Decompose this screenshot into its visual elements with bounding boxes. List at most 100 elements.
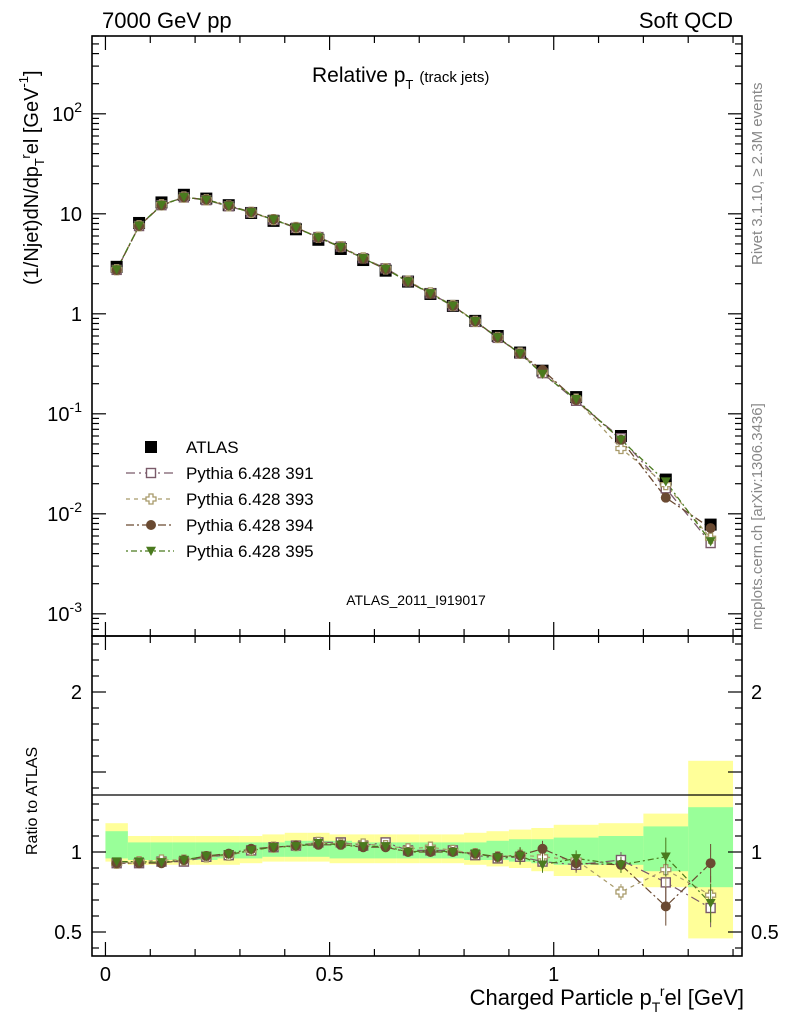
ratio-data-point [134,857,145,867]
ratio-data-point [290,842,301,852]
x-tick-label: 0.5 [316,964,344,986]
ratio-data-point [403,847,414,857]
ratio-series-line [116,842,712,904]
main-data-point [705,537,716,547]
ratio-y-tick-label-right: 1 [751,842,762,864]
main-data-point [111,265,122,275]
ratio-panel: 0.5 0.51 12 2 0 0.5 1 Ratio to ATLAS Charged … [24,635,779,1015]
rivet-version-text: Rivet 3.1.10, ≥ 2.3M events [749,83,766,266]
ratio-data-point [111,857,122,867]
main-data-point [178,192,189,203]
legend-marker [146,520,156,530]
ratio-data-point [537,843,548,854]
ratio-band-green [127,842,151,860]
ratio-data-point [201,851,212,861]
title-main: Relative p [312,64,405,87]
main-data-point [705,523,716,534]
main-data-point [134,221,145,231]
main-data-point [425,289,436,299]
ratio-ticks [92,636,742,956]
ratio-data-point [705,898,716,909]
x-tick-label: 0 [100,964,111,986]
ratio-data-point [447,847,458,857]
x-tick-label: 1 [548,964,559,986]
main-data-point [201,195,212,205]
legend-label: Pythia 6.428 395 [186,542,314,561]
analysis-watermark: ATLAS_2011_I919017 [346,592,486,608]
main-data-point [290,223,301,233]
main-y-tick-label: 10 [60,204,82,226]
header-right: Soft QCD [639,8,733,33]
ratio-data-point [515,851,526,861]
main-data-point [223,201,234,211]
main-data-point [246,208,257,218]
ratio-data-point [615,886,627,898]
ratio-data-point [223,850,234,860]
title-small: (track jets) [419,69,489,86]
ratio-data-point [156,858,167,868]
main-y-tick-labels: 10-3 10-2 10-1 1 10 102 [47,99,82,626]
main-y-tick-label: 1 [71,304,82,326]
ratio-data-point [313,838,324,849]
main-data-point [660,492,671,503]
ratio-y-tick-label: 1 [71,842,82,864]
main-data-point [156,200,167,211]
ratio-data-point [492,853,503,863]
ratio-frame [91,635,743,957]
main-data-point [268,215,279,225]
title-sub: T [405,77,413,92]
main-y-tick-label: 102 [52,99,82,126]
legend: ATLAS Pythia 6.428 391 Pythia 6.428 393 Pyt… [126,438,314,561]
legend-label: Pythia 6.428 394 [186,516,314,535]
ratio-data-point [268,842,279,853]
ratio-data-point [660,852,671,862]
main-data-point [615,442,627,455]
ratio-y-axis-label: Ratio to ATLAS [24,747,41,855]
ratio-data-point [358,842,369,852]
x-tick-labels: 0 0.5 1 [100,964,559,986]
main-data-point [537,369,548,380]
ratio-data-point [660,901,671,912]
ratio-band-green [105,831,128,859]
ratio-data-point [425,846,436,856]
main-y-tick-label: 10-2 [47,499,82,526]
legend-label: Pythia 6.428 391 [186,464,314,483]
main-ticks [92,35,742,637]
header-left: 7000 GeV pp [102,8,232,33]
x-axis-label: Charged Particle pTrel [GeV] [470,983,744,1015]
ratio-data-point [380,842,391,852]
main-data-point [358,254,369,264]
legend-marker [145,493,157,505]
main-data-point [380,264,391,275]
mcplots-source-text: mcplots.cern.ch [arXiv:1306.3436] [749,403,766,630]
ratio-y-tick-labels: 0.5 0.5 1 1 2 2 [54,682,779,944]
ratio-y-tick-label: 0.5 [54,922,82,944]
main-data-point [313,233,324,243]
main-data-point [470,317,481,327]
main-y-tick-label: 10-3 [47,599,82,626]
main-markers [110,188,717,549]
legend-marker [145,467,157,479]
ratio-markers [111,836,717,928]
ratio-data-point [537,860,548,870]
main-y-tick-label: 10-1 [47,399,82,426]
ratio-data-point [178,855,189,865]
main-data-point [571,394,582,405]
ratio-data-point [615,860,626,870]
ratio-data-point [246,846,257,856]
main-data-point [615,435,626,445]
main-data-point [515,349,526,359]
main-data-point [492,333,503,343]
ratio-y-tick-label-right: 2 [751,682,762,704]
main-y-axis-label: (1/Njet)dN/dpTrel [GeV-1] [16,70,47,285]
ratio-band-green [150,842,173,860]
ratio-y-tick-label: 2 [71,682,82,704]
ratio-data-point [571,854,582,864]
main-data-point [403,277,414,287]
ratio-data-point [705,858,716,869]
ratio-y-tick-label-right: 0.5 [751,922,779,944]
main-panel: 10-3 10-2 10-1 1 10 102 Relative pT (track jet… [16,35,743,637]
legend-label: Pythia 6.428 393 [186,490,314,509]
ratio-band-green [172,842,196,860]
